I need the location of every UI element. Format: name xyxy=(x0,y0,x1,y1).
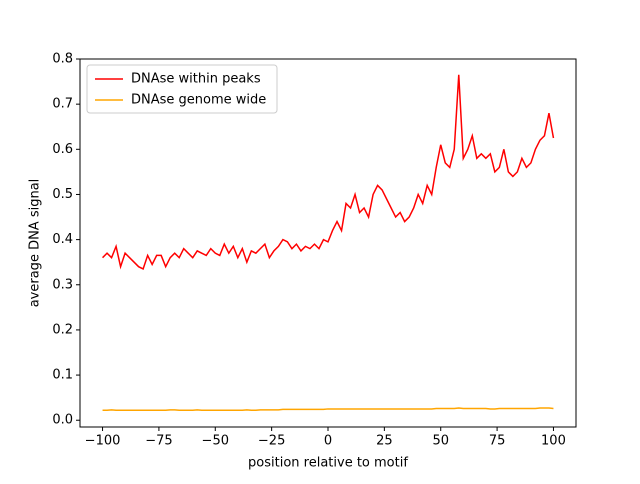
y-tick-label: 0.6 xyxy=(52,142,73,157)
x-tick-label: −75 xyxy=(145,434,172,449)
legend-box xyxy=(86,64,278,114)
y-tick-label: 0.2 xyxy=(52,322,73,337)
x-tick-label: 0 xyxy=(324,434,332,449)
x-tick-label: 100 xyxy=(541,434,566,449)
y-tick-label: 0.0 xyxy=(52,413,73,428)
y-tick-label: 0.7 xyxy=(52,97,73,112)
y-tick-label: 0.4 xyxy=(52,232,73,247)
x-tick-label: 75 xyxy=(489,434,506,449)
line-series xyxy=(102,74,555,271)
y-tick-label: 0.5 xyxy=(52,187,73,202)
plot-frame xyxy=(79,58,577,428)
x-tick-label: −50 xyxy=(202,434,229,449)
legend-label: DNAse within peaks xyxy=(131,72,261,87)
y-tick-label: 0.3 xyxy=(52,277,73,292)
x-tick-label: −25 xyxy=(258,434,285,449)
legend-label: DNAse genome wide xyxy=(131,93,266,108)
x-axis-label: position relative to motif xyxy=(248,456,408,471)
x-tick-label: 25 xyxy=(376,434,393,449)
x-tick-label: 50 xyxy=(432,434,449,449)
line-series xyxy=(102,407,554,412)
x-tick-label: −100 xyxy=(85,434,121,449)
y-axis-label: average DNA signal xyxy=(28,179,43,308)
y-tick-label: 0.8 xyxy=(52,52,73,67)
y-tick-label: 0.1 xyxy=(52,368,73,383)
